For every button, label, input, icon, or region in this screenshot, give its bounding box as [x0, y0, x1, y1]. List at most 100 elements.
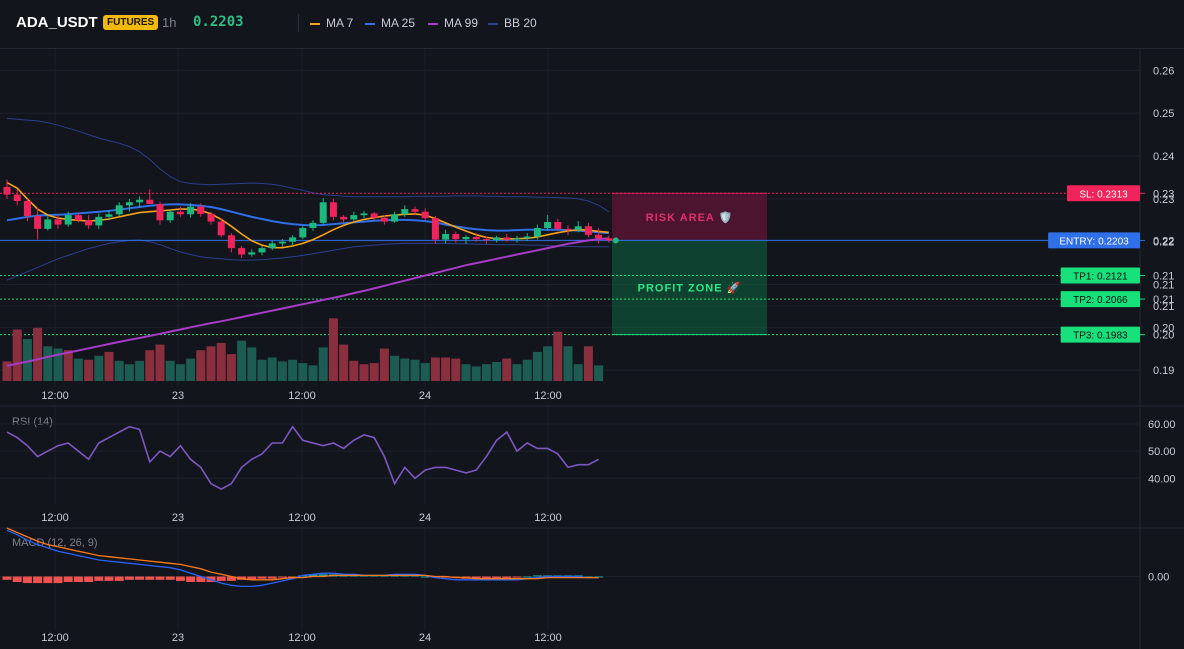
candle-up — [493, 237, 501, 240]
legend-bb20[interactable]: BB 20 — [488, 16, 537, 30]
candle-down — [482, 239, 490, 241]
time-tick-label: 12:00 — [41, 390, 69, 402]
candle-up — [523, 236, 531, 239]
macd-histogram-bar — [165, 576, 175, 580]
volume-bar — [451, 358, 461, 381]
price-tick-label: 0.21 — [1153, 301, 1174, 313]
candle-up — [533, 227, 541, 237]
time-tick-label: 24 — [419, 512, 431, 524]
candle-down — [411, 209, 419, 212]
volume-bar — [400, 358, 410, 381]
macd-histogram-bar — [73, 576, 83, 582]
candle-down — [584, 226, 592, 235]
volume-bar — [481, 364, 491, 381]
volume-bar — [33, 327, 43, 381]
time-tick-label: 12:00 — [534, 390, 562, 402]
price-tick-label: 0.25 — [1153, 108, 1174, 120]
candle-down — [472, 236, 480, 240]
rsi-tick-label: 50.00 — [1148, 446, 1176, 458]
risk-area-label: RISK AREA 🛡️ — [646, 211, 733, 224]
macd-histogram-bar — [502, 576, 512, 579]
volume-bar — [583, 346, 593, 381]
price-tick-label: 0.26 — [1153, 65, 1174, 77]
candle-down — [452, 233, 460, 240]
candle-down — [605, 238, 613, 241]
price-tick-label: 0.23 — [1153, 194, 1174, 206]
candle-up — [544, 221, 552, 228]
candle-down — [238, 248, 246, 255]
macd-histogram-bar — [104, 576, 114, 581]
volume-bar — [543, 346, 553, 381]
volume-bar — [216, 342, 226, 381]
volume-bar — [492, 361, 502, 381]
entry-tag — [1048, 232, 1140, 249]
ma99-line — [6, 237, 609, 367]
macd-histogram-bar — [145, 576, 155, 580]
candle-down — [34, 216, 42, 229]
volume-bar — [328, 318, 338, 381]
macd-histogram-bar — [12, 576, 22, 582]
candle-down — [13, 194, 21, 202]
volume-bar — [94, 355, 104, 381]
volume-bar — [206, 346, 216, 381]
volume-bar — [114, 360, 124, 381]
macd-histogram-bar — [257, 576, 267, 579]
volume-bar — [43, 346, 53, 381]
macd-histogram-bar — [267, 576, 277, 579]
volume-bar — [553, 331, 563, 381]
bb-upper-band — [6, 117, 610, 213]
tp2-tag-label: TP2: 0.2066 — [1073, 295, 1128, 306]
futures-badge: FUTURES — [103, 15, 159, 30]
legend-ma99[interactable]: MA 99 — [428, 16, 478, 30]
candle-up — [95, 216, 103, 226]
profit-zone-label: PROFIT ZONE 🚀 — [638, 282, 742, 295]
volume-bar — [563, 346, 573, 381]
macd-signal-line — [6, 527, 599, 581]
candle-up — [574, 226, 582, 230]
volume-bar — [12, 329, 22, 381]
macd-histogram-bar — [216, 576, 226, 581]
volume-bar — [298, 363, 308, 381]
candle-down — [227, 235, 235, 249]
volume-bar — [84, 359, 94, 381]
tp1-tag — [1060, 267, 1140, 284]
volume-bar — [471, 366, 481, 381]
legend-label: MA 99 — [444, 16, 479, 30]
legend-ma7[interactable]: MA 7 — [310, 16, 353, 30]
volume-bar — [390, 355, 400, 381]
macd-histogram-bar — [277, 576, 287, 578]
candle-down — [217, 221, 225, 236]
volume-bar — [512, 364, 522, 381]
macd-histogram-bar — [94, 576, 104, 581]
candle-up — [115, 205, 123, 215]
interval-selector[interactable]: 1h — [162, 15, 177, 30]
macd-histogram-bar — [522, 576, 532, 578]
candle-up — [442, 233, 450, 240]
ma7-line — [6, 181, 609, 249]
candle-down — [329, 202, 337, 217]
legend-label: BB 20 — [504, 16, 537, 30]
ma99-line-icon — [428, 22, 438, 25]
macd-histogram-bar — [247, 576, 257, 580]
volume-bar — [532, 351, 542, 381]
candle-down — [3, 186, 11, 195]
macd-histogram-bar — [318, 574, 328, 577]
ma7-line-icon — [310, 22, 320, 25]
symbol-name[interactable]: ADA_USDT — [16, 14, 98, 31]
volume-bar — [410, 359, 420, 381]
macd-histogram-bar — [420, 576, 430, 578]
legend-ma25[interactable]: MA 25 — [365, 16, 415, 30]
volume-bar — [349, 360, 359, 381]
volume-bar — [257, 359, 267, 381]
macd-histogram-bar — [226, 576, 236, 581]
macd-histogram-bar — [196, 576, 206, 582]
volume-bar — [379, 348, 389, 381]
macd-histogram-bar — [63, 576, 73, 582]
candle-up — [513, 238, 521, 240]
candle-up — [187, 206, 195, 215]
rsi-line — [6, 425, 599, 491]
macd-histogram-bar — [532, 575, 542, 577]
candle-up — [299, 227, 307, 238]
time-tick-label: 12:00 — [288, 632, 316, 644]
